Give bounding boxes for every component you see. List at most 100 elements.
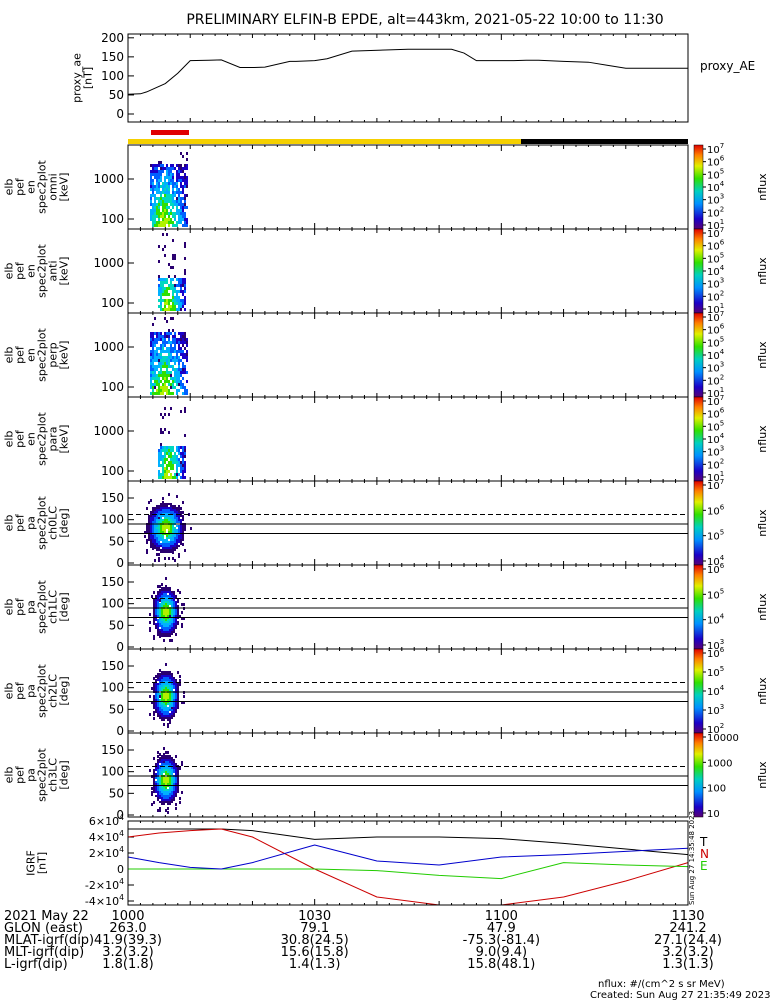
pa-cell — [166, 535, 168, 537]
pa-cell — [175, 699, 177, 701]
spectrogram-cell — [166, 191, 168, 194]
pa-cell — [157, 625, 159, 627]
spectrogram-cell — [172, 299, 174, 302]
pa-cell — [150, 511, 152, 513]
pa-cell — [148, 535, 150, 537]
panel-frame — [127, 648, 689, 734]
spectrogram-cell — [176, 371, 178, 374]
spectrogram-cell — [166, 476, 168, 479]
pa-cell — [174, 519, 176, 521]
spectrogram-cell — [168, 221, 170, 224]
spectrogram-cell — [176, 164, 178, 167]
spectrogram-cell — [164, 254, 166, 257]
pa-cell — [161, 791, 163, 793]
pa-cell — [169, 787, 171, 789]
colorbar — [693, 480, 704, 566]
pa-cell — [161, 621, 163, 623]
pa-cell — [169, 779, 171, 781]
pa-cell — [161, 779, 163, 781]
spectrogram-cell — [172, 302, 174, 305]
spectrogram-cell — [164, 374, 166, 377]
pa-cell — [153, 695, 155, 697]
spectrogram-cell — [152, 164, 154, 167]
pa-cell — [148, 539, 150, 541]
pa-cell — [165, 611, 167, 613]
spectrogram-cell — [160, 290, 162, 293]
pa-cell — [155, 615, 157, 617]
spectrogram-cell — [158, 383, 160, 386]
spectrogram-cell — [166, 233, 168, 236]
pa-cell — [163, 591, 165, 593]
pa-cell — [157, 689, 159, 691]
spectrogram-cell — [172, 380, 174, 383]
spectrogram-cell — [182, 305, 184, 308]
pa-cell — [159, 625, 161, 627]
spectrogram-cell — [170, 209, 172, 212]
spectrogram-cell — [154, 167, 156, 170]
y-axis-label: [keV] — [58, 425, 71, 454]
pa-cell — [163, 717, 165, 719]
pa-cell — [183, 603, 185, 606]
spectrogram-cell — [184, 167, 186, 170]
spectrogram-cell — [156, 392, 158, 395]
pa-cell — [169, 629, 171, 631]
y-axis-label: para — [47, 427, 60, 452]
y-axis-label: perp — [47, 342, 60, 367]
spectrogram-cell — [172, 206, 174, 209]
panel-frame — [127, 820, 689, 906]
spectrogram-cell — [170, 287, 172, 290]
spectrogram-cell — [178, 374, 180, 377]
spectrogram-cell — [172, 224, 174, 227]
pa-cell — [177, 791, 179, 793]
y-axis-label: pef — [14, 765, 27, 784]
pa-cell — [158, 531, 160, 533]
spectrogram-cell — [150, 176, 152, 179]
panel-en-omni: elbpefenspec2plotomni[keV]10010001011021… — [3, 142, 770, 232]
pa-cell — [174, 539, 176, 541]
spectrogram-cell — [172, 254, 174, 257]
pa-cell — [158, 537, 160, 539]
pa-cell — [169, 639, 171, 642]
spectrogram-cell — [154, 212, 156, 215]
spectrogram-cell — [184, 368, 186, 371]
spectrogram-cell — [176, 188, 178, 191]
spectrogram-cell — [180, 446, 182, 449]
spectrogram-cell — [170, 179, 172, 182]
pa-cell — [175, 781, 177, 783]
pa-cell — [154, 507, 156, 509]
spectrogram-cell — [170, 392, 172, 395]
pa-cell — [163, 789, 165, 791]
spectrogram-cell — [166, 293, 168, 296]
spectrogram-cell — [164, 203, 166, 206]
spectrogram-cell — [156, 353, 158, 356]
pa-cell — [163, 769, 165, 771]
spectrogram-cell — [186, 182, 188, 185]
spectrogram-cell — [158, 221, 160, 224]
spectrogram-cell — [184, 476, 186, 479]
pa-cell — [172, 525, 174, 527]
colorbar-label: nflux — [756, 761, 769, 789]
spectrogram-cell — [152, 338, 154, 341]
spectrogram-cell — [176, 338, 178, 341]
pa-cell — [163, 753, 165, 756]
pa-cell — [178, 535, 180, 537]
spectrogram-cell — [164, 221, 166, 224]
pa-cell — [165, 793, 167, 795]
spectrogram-cell — [184, 272, 186, 275]
pa-cell — [163, 589, 165, 591]
spectrogram-cell — [174, 215, 176, 218]
colorbar-tick-label: 106 — [707, 562, 725, 576]
spectrogram-cell — [160, 173, 162, 176]
y-axis-label: en — [25, 348, 38, 362]
pa-cell — [165, 783, 167, 785]
pa-cell — [167, 591, 169, 593]
spectrogram-cell — [170, 266, 172, 269]
pa-cell — [174, 507, 176, 509]
pa-cell — [175, 707, 177, 709]
spectrogram-cell — [180, 179, 182, 182]
pa-cell — [162, 503, 164, 505]
pa-cell — [159, 717, 161, 719]
spectrogram-cell — [180, 164, 182, 167]
pa-cell — [172, 505, 174, 507]
spectrogram-cell — [166, 278, 168, 281]
